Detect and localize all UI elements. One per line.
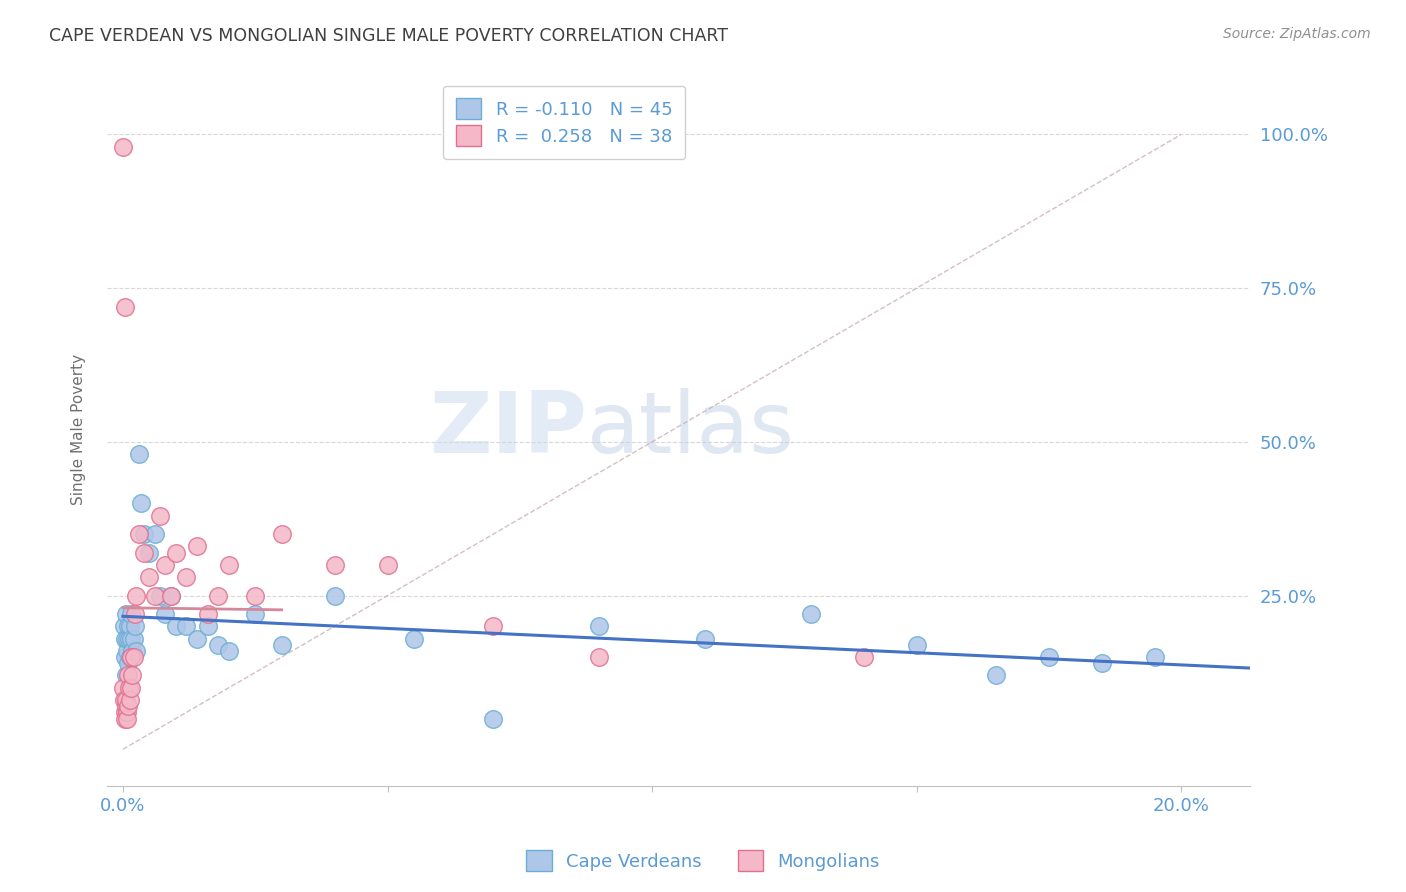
Point: [117, 699, 139, 714]
Point: [159, 589, 181, 603]
Point: [115, 712, 138, 726]
Point: [120, 650, 142, 665]
Y-axis label: Single Male Poverty: Single Male Poverty: [72, 354, 86, 505]
Text: ZIP: ZIP: [429, 388, 588, 471]
Point: [112, 681, 135, 695]
Point: [114, 607, 136, 621]
Point: [118, 619, 141, 633]
Point: [114, 706, 136, 720]
Point: [1091, 656, 1114, 670]
Point: [131, 496, 153, 510]
Point: [186, 632, 208, 646]
Point: [112, 619, 135, 633]
Point: [138, 570, 160, 584]
Point: [120, 632, 142, 646]
Point: [114, 699, 136, 714]
Point: [155, 607, 177, 621]
Point: [124, 619, 146, 633]
Point: [132, 545, 155, 559]
Point: [377, 558, 399, 572]
Point: [118, 681, 141, 695]
Point: [1143, 650, 1166, 665]
Point: [197, 619, 219, 633]
Point: [117, 656, 139, 670]
Point: [270, 638, 292, 652]
Point: [112, 140, 135, 154]
Point: [125, 644, 148, 658]
Point: [155, 558, 177, 572]
Point: [115, 668, 138, 682]
Point: [117, 619, 139, 633]
Point: [128, 527, 150, 541]
Point: [124, 607, 146, 621]
Point: [122, 650, 145, 665]
Point: [197, 607, 219, 621]
Point: [176, 570, 198, 584]
Point: [112, 693, 135, 707]
Point: [120, 650, 142, 665]
Point: [121, 668, 143, 682]
Point: [207, 589, 229, 603]
Point: [165, 545, 187, 559]
Point: [114, 712, 136, 726]
Text: atlas: atlas: [588, 388, 796, 471]
Point: [1038, 650, 1060, 665]
Point: [114, 300, 136, 314]
Point: [118, 632, 141, 646]
Point: [245, 607, 267, 621]
Legend: R = -0.110   N = 45, R =  0.258   N = 38: R = -0.110 N = 45, R = 0.258 N = 38: [443, 86, 685, 159]
Point: [588, 650, 610, 665]
Point: [149, 589, 172, 603]
Point: [207, 638, 229, 652]
Point: [138, 545, 160, 559]
Point: [114, 650, 136, 665]
Point: [402, 632, 425, 646]
Point: [984, 668, 1007, 682]
Point: [120, 681, 142, 695]
Point: [800, 607, 823, 621]
Point: [693, 632, 716, 646]
Point: [852, 650, 875, 665]
Point: [186, 540, 208, 554]
Text: Source: ZipAtlas.com: Source: ZipAtlas.com: [1223, 27, 1371, 41]
Point: [143, 589, 166, 603]
Point: [482, 619, 505, 633]
Point: [115, 693, 138, 707]
Point: [149, 508, 172, 523]
Point: [117, 668, 139, 682]
Point: [125, 589, 148, 603]
Point: [270, 527, 292, 541]
Point: [323, 589, 346, 603]
Point: [218, 644, 240, 658]
Point: [245, 589, 267, 603]
Point: [122, 632, 145, 646]
Point: [114, 632, 136, 646]
Point: [120, 693, 142, 707]
Point: [132, 527, 155, 541]
Point: [218, 558, 240, 572]
Point: [323, 558, 346, 572]
Point: [115, 706, 138, 720]
Point: [121, 644, 143, 658]
Point: [120, 607, 142, 621]
Point: [482, 712, 505, 726]
Text: CAPE VERDEAN VS MONGOLIAN SINGLE MALE POVERTY CORRELATION CHART: CAPE VERDEAN VS MONGOLIAN SINGLE MALE PO…: [49, 27, 728, 45]
Point: [905, 638, 928, 652]
Point: [115, 632, 138, 646]
Point: [165, 619, 187, 633]
Point: [176, 619, 198, 633]
Point: [588, 619, 610, 633]
Point: [159, 589, 181, 603]
Point: [128, 447, 150, 461]
Point: [143, 527, 166, 541]
Legend: Cape Verdeans, Mongolians: Cape Verdeans, Mongolians: [519, 843, 887, 879]
Point: [115, 644, 138, 658]
